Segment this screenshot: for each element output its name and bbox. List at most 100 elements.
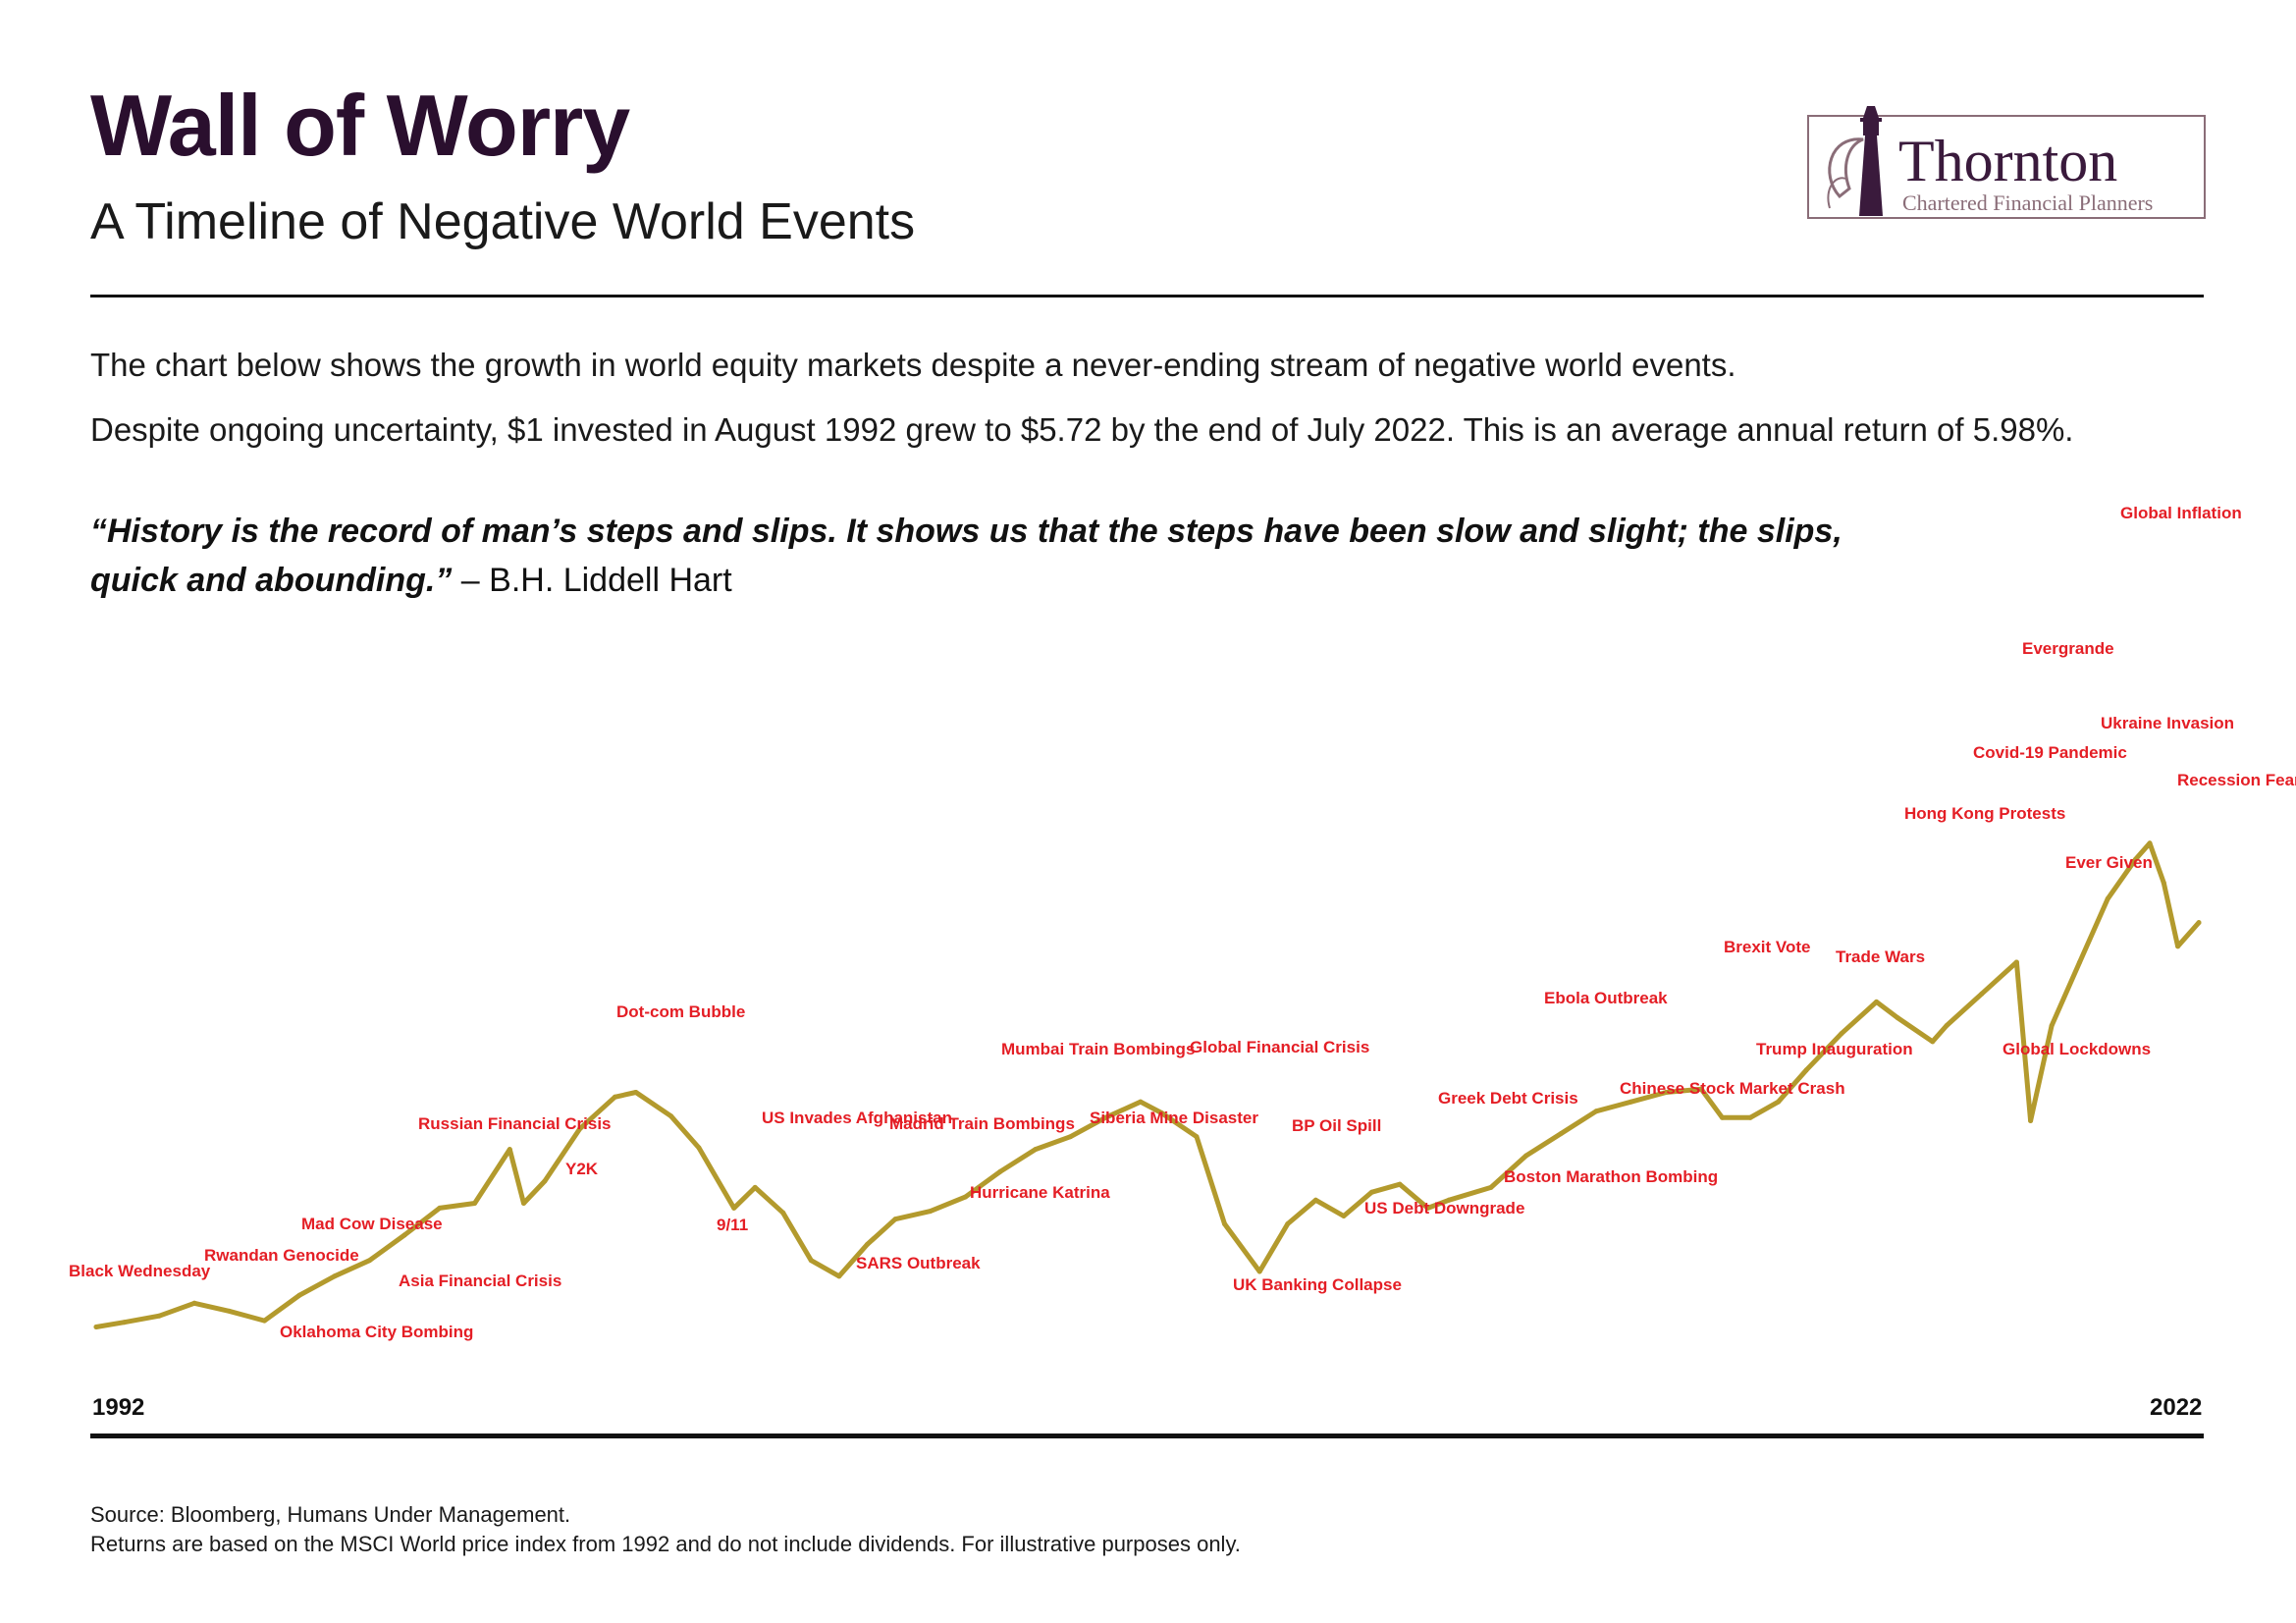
data-point-3 bbox=[191, 1300, 197, 1306]
annotation-ever-given: Ever Given bbox=[2065, 853, 2153, 872]
data-point-49 bbox=[1629, 1099, 1634, 1105]
data-point-71 bbox=[2196, 920, 2202, 926]
data-point-5 bbox=[261, 1318, 267, 1324]
quote-text: “History is the record of man’s steps an… bbox=[90, 513, 1842, 599]
annotation-global-lockdowns: Global Lockdowns bbox=[2002, 1040, 2151, 1058]
data-point-29 bbox=[997, 1168, 1003, 1174]
data-point-39 bbox=[1312, 1197, 1318, 1203]
data-point-0 bbox=[93, 1325, 99, 1329]
annotation-uk-banking-collapse: UK Banking Collapse bbox=[1233, 1275, 1402, 1294]
data-point-46 bbox=[1523, 1153, 1529, 1159]
data-point-23 bbox=[808, 1258, 814, 1264]
data-point-47 bbox=[1558, 1131, 1564, 1136]
logo-tagline: Chartered Financial Planners bbox=[1902, 190, 2153, 215]
data-point-6 bbox=[296, 1292, 302, 1298]
annotation-trump-inauguration: Trump Inauguration bbox=[1756, 1040, 1913, 1058]
data-point-31 bbox=[1068, 1134, 1073, 1140]
data-point-4 bbox=[227, 1308, 233, 1314]
data-point-12 bbox=[507, 1147, 512, 1153]
annotation-mumbai-train-bombings: Mumbai Train Bombings bbox=[1001, 1040, 1195, 1058]
x-axis-label-start: 1992 bbox=[92, 1394, 145, 1421]
annotation-global-inflation: Global Inflation bbox=[2120, 504, 2242, 522]
data-point-9 bbox=[401, 1232, 407, 1238]
data-point-27 bbox=[928, 1209, 934, 1215]
data-point-37 bbox=[1256, 1269, 1262, 1274]
data-point-52 bbox=[1720, 1114, 1725, 1120]
data-point-2 bbox=[156, 1313, 162, 1319]
annotation-bp-oil-spill: BP Oil Spill bbox=[1292, 1116, 1381, 1135]
data-point-15 bbox=[577, 1126, 583, 1132]
data-point-54 bbox=[1776, 1099, 1782, 1105]
series-points bbox=[93, 840, 2202, 1329]
data-point-35 bbox=[1194, 1134, 1200, 1140]
data-point-45 bbox=[1488, 1184, 1494, 1190]
data-point-28 bbox=[962, 1194, 968, 1200]
annotation-rwandan-genocide: Rwandan Genocide bbox=[204, 1246, 359, 1265]
annotation-us-debt-downgrade: US Debt Downgrade bbox=[1364, 1199, 1524, 1217]
footnote-disclaimer: Returns are based on the MSCI World pric… bbox=[90, 1532, 1241, 1556]
annotation-y2k: Y2K bbox=[565, 1160, 599, 1178]
data-point-70 bbox=[2175, 944, 2181, 949]
data-point-66 bbox=[2105, 895, 2110, 901]
quote-block: “History is the record of man’s steps an… bbox=[90, 507, 1857, 605]
annotation-siberia-mine-disaster: Siberia Mine Disaster bbox=[1090, 1109, 1258, 1127]
footnote-source: Source: Bloomberg, Humans Under Manageme… bbox=[90, 1502, 571, 1527]
data-point-55 bbox=[1803, 1067, 1809, 1073]
annotation-covid-19-pandemic: Covid-19 Pandemic bbox=[1973, 743, 2127, 762]
annotation-evergrande: Evergrande bbox=[2022, 639, 2114, 658]
x-axis-baseline bbox=[90, 1434, 2204, 1438]
page-subtitle: A Timeline of Negative World Events bbox=[90, 193, 916, 250]
data-point-50 bbox=[1663, 1090, 1669, 1095]
data-point-62 bbox=[2013, 959, 2019, 965]
annotation-global-financial-crisis: Global Financial Crisis bbox=[1190, 1038, 1369, 1056]
data-point-43 bbox=[1425, 1205, 1431, 1211]
data-point-63 bbox=[2028, 1118, 2034, 1123]
annotation-9-11: 9/11 bbox=[717, 1216, 748, 1234]
data-point-51 bbox=[1698, 1086, 1704, 1092]
intro-line-2: Despite ongoing uncertainty, $1 invested… bbox=[90, 411, 2074, 448]
data-point-18 bbox=[668, 1113, 673, 1119]
data-point-24 bbox=[836, 1273, 842, 1279]
data-point-42 bbox=[1397, 1181, 1403, 1187]
annotation-madrid-train-bombings: Madrid Train Bombings bbox=[889, 1114, 1075, 1133]
data-point-59 bbox=[1930, 1039, 1936, 1045]
annotation-chinese-stock-market-crash: Chinese Stock Market Crash bbox=[1620, 1079, 1845, 1098]
data-point-22 bbox=[780, 1210, 786, 1216]
data-point-26 bbox=[892, 1217, 898, 1222]
data-point-30 bbox=[1033, 1147, 1039, 1153]
logo-wordmark: Thornton bbox=[1898, 129, 2117, 193]
annotation-russian-financial-crisis: Russian Financial Crisis bbox=[418, 1114, 612, 1133]
data-point-53 bbox=[1747, 1114, 1753, 1120]
data-point-44 bbox=[1446, 1197, 1452, 1203]
data-point-34 bbox=[1158, 1110, 1164, 1115]
data-point-11 bbox=[472, 1201, 478, 1206]
annotation-ukraine-invasion: Ukraine Invasion bbox=[2101, 714, 2234, 732]
data-point-58 bbox=[1895, 1015, 1900, 1020]
annotation-oklahoma-city-bombing: Oklahoma City Bombing bbox=[280, 1323, 473, 1341]
lighthouse-icon bbox=[1827, 106, 1883, 216]
annotation-us-invades-afghanistan: US Invades Afghanistan bbox=[762, 1109, 952, 1127]
annotation-mad-cow-disease: Mad Cow Disease bbox=[301, 1215, 443, 1233]
quote-attribution: – B.H. Liddell Hart bbox=[460, 562, 732, 599]
data-point-10 bbox=[437, 1205, 443, 1211]
data-point-40 bbox=[1341, 1214, 1347, 1218]
data-point-20 bbox=[731, 1205, 737, 1211]
data-point-17 bbox=[633, 1090, 639, 1095]
data-point-56 bbox=[1839, 1031, 1844, 1037]
thornton-logo: Thornton Chartered Financial Planners bbox=[1807, 106, 2206, 219]
annotation-trade-wars: Trade Wars bbox=[1836, 947, 1925, 966]
annotation-hong-kong-protests: Hong Kong Protests bbox=[1904, 804, 2065, 823]
data-point-19 bbox=[696, 1145, 702, 1151]
data-point-14 bbox=[542, 1178, 548, 1184]
data-point-16 bbox=[612, 1094, 617, 1100]
data-point-64 bbox=[2049, 1023, 2055, 1029]
x-axis-label-end: 2022 bbox=[2150, 1394, 2203, 1421]
data-point-33 bbox=[1138, 1099, 1144, 1105]
data-point-61 bbox=[1979, 991, 1985, 997]
data-point-21 bbox=[752, 1184, 758, 1190]
annotation-hurricane-katrina: Hurricane Katrina bbox=[970, 1183, 1110, 1202]
intro-line-1: The chart below shows the growth in worl… bbox=[90, 347, 1736, 383]
data-point-69 bbox=[2161, 880, 2166, 886]
data-point-32 bbox=[1102, 1114, 1108, 1120]
